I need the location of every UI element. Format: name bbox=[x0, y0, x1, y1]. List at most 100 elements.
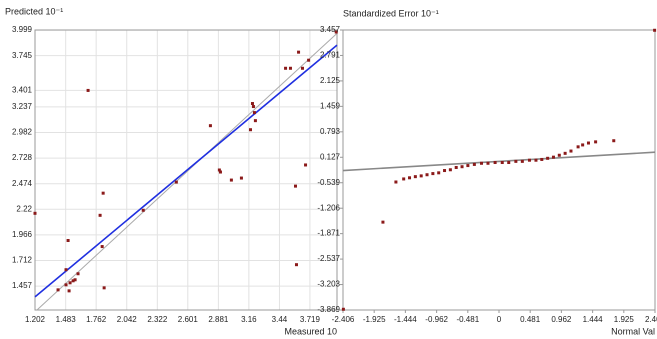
point bbox=[307, 58, 311, 62]
point bbox=[300, 66, 304, 70]
y-tick-label: -2.537 bbox=[317, 254, 340, 263]
x-tick-label: 0.481 bbox=[520, 315, 541, 324]
point bbox=[64, 268, 68, 272]
point bbox=[437, 171, 441, 175]
y-tick-label: 2.125 bbox=[320, 76, 341, 85]
point bbox=[443, 169, 447, 173]
point bbox=[569, 149, 573, 153]
point bbox=[248, 128, 252, 132]
y-tick-label: 0.127 bbox=[320, 152, 341, 161]
point bbox=[341, 307, 345, 311]
x-tick-label: 1.483 bbox=[56, 315, 77, 324]
y-tick-label: 3.745 bbox=[12, 51, 33, 60]
point bbox=[653, 28, 657, 32]
y-tick-label: 1.457 bbox=[12, 281, 33, 290]
point bbox=[419, 174, 423, 178]
point bbox=[527, 158, 531, 162]
point bbox=[448, 168, 452, 172]
point bbox=[218, 170, 222, 174]
point bbox=[551, 155, 555, 159]
x-tick-label: 1.444 bbox=[583, 315, 604, 324]
y-tick-label: 3.237 bbox=[12, 102, 33, 111]
y-tick-label: 3.999 bbox=[12, 25, 33, 34]
x-tick-label: 1.762 bbox=[86, 315, 107, 324]
x-axis-title: Normal Val bbox=[611, 326, 655, 336]
reference-line bbox=[36, 32, 338, 311]
point bbox=[534, 158, 538, 162]
y-axis-title: Standardized Error 10⁻¹ bbox=[343, 8, 439, 18]
point bbox=[71, 279, 75, 283]
fit-line bbox=[342, 151, 656, 172]
point bbox=[612, 139, 616, 143]
point bbox=[250, 102, 254, 106]
point bbox=[557, 153, 561, 157]
point bbox=[33, 211, 37, 215]
x-tick-label: -2.406 bbox=[332, 315, 355, 324]
x-tick-label: 3.719 bbox=[300, 315, 321, 324]
point bbox=[486, 161, 490, 165]
y-tick-label: 2.728 bbox=[12, 153, 33, 162]
point bbox=[402, 177, 406, 181]
point bbox=[466, 164, 470, 168]
plot-area bbox=[343, 30, 655, 310]
y-tick-label: 0.793 bbox=[320, 127, 341, 136]
y-tick-label: -1.206 bbox=[317, 203, 340, 212]
x-tick-label: 2.322 bbox=[147, 315, 168, 324]
y-tick-label: 2.474 bbox=[12, 179, 33, 188]
y-tick-label: -3.203 bbox=[317, 280, 340, 289]
point bbox=[381, 220, 385, 224]
point bbox=[76, 272, 80, 276]
x-tick-label: 2.881 bbox=[208, 315, 229, 324]
x-tick-label: 3.16 bbox=[241, 315, 257, 324]
point bbox=[252, 111, 256, 115]
point bbox=[64, 283, 68, 287]
point bbox=[253, 119, 257, 123]
x-tick-label: -0.481 bbox=[456, 315, 479, 324]
y-tick-label: -0.539 bbox=[317, 178, 340, 187]
x-tick-label: 2.042 bbox=[117, 315, 138, 324]
y-tick-label: 2.22 bbox=[16, 204, 32, 213]
point bbox=[594, 140, 598, 144]
y-tick-label: 3.457 bbox=[320, 25, 341, 34]
point bbox=[460, 165, 464, 169]
point bbox=[514, 159, 518, 163]
point bbox=[141, 208, 145, 212]
x-tick-label: 0.962 bbox=[551, 315, 572, 324]
point bbox=[334, 30, 338, 34]
point bbox=[413, 175, 417, 179]
y-tick-label: -1.871 bbox=[317, 229, 340, 238]
point bbox=[208, 124, 212, 128]
x-tick-label: -1.925 bbox=[363, 315, 386, 324]
point bbox=[100, 245, 104, 249]
point bbox=[102, 286, 106, 290]
point bbox=[293, 184, 297, 188]
y-axis-title: Predicted 10⁻¹ bbox=[5, 6, 63, 16]
x-tick-label: -0.962 bbox=[425, 315, 448, 324]
y-tick-label: 2.982 bbox=[12, 128, 33, 137]
point bbox=[217, 168, 221, 172]
point bbox=[493, 161, 497, 165]
point bbox=[288, 66, 292, 70]
point bbox=[251, 105, 255, 109]
point bbox=[73, 278, 77, 282]
x-tick-label: -1.444 bbox=[394, 315, 417, 324]
point bbox=[294, 263, 298, 267]
point bbox=[98, 213, 102, 217]
y-tick-label: 2.791 bbox=[320, 51, 341, 60]
point bbox=[174, 180, 178, 184]
x-tick-label: 0 bbox=[497, 315, 502, 324]
point bbox=[454, 165, 458, 169]
point bbox=[304, 163, 308, 167]
point bbox=[479, 161, 483, 165]
point bbox=[546, 156, 550, 160]
point bbox=[472, 162, 476, 166]
point bbox=[540, 157, 544, 161]
y-tick-label: 1.712 bbox=[12, 256, 33, 265]
point bbox=[67, 289, 71, 293]
point bbox=[68, 281, 72, 285]
point bbox=[581, 143, 585, 147]
point bbox=[239, 176, 243, 180]
fit-line bbox=[34, 44, 338, 298]
